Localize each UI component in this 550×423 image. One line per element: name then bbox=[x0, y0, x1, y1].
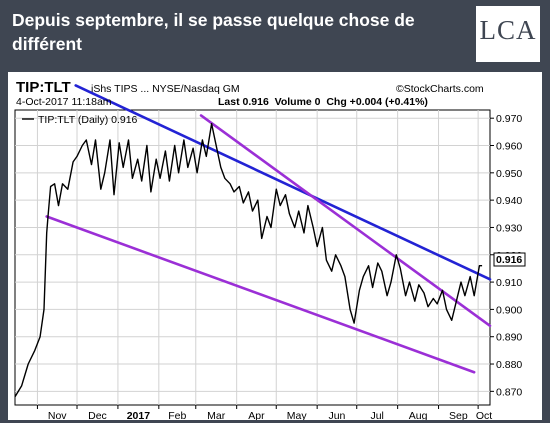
x-tick-label: Sep bbox=[449, 410, 468, 420]
stock-chart: 0.9700.9600.9500.9400.9300.9200.9100.900… bbox=[14, 79, 526, 420]
x-tick-label: Nov bbox=[48, 410, 67, 420]
x-tick-label: Jul bbox=[370, 410, 383, 420]
x-tick-label: Jun bbox=[328, 410, 345, 420]
stockcharts-credit: ©StockCharts.com bbox=[396, 83, 484, 95]
trendline bbox=[45, 215, 476, 374]
header-banner: Depuis septembre, il se passe quelque ch… bbox=[0, 0, 550, 68]
y-tick-label: 0.900 bbox=[496, 304, 522, 316]
quote-summary: Last 0.916 Volume 0 Chg +0.004 (+0.41%) bbox=[218, 96, 428, 108]
logo-text: LCA bbox=[479, 15, 537, 45]
price-line bbox=[14, 123, 483, 398]
y-tick-label: 0.960 bbox=[496, 141, 522, 153]
y-tick-label: 0.870 bbox=[496, 386, 522, 398]
lca-logo: LCA bbox=[476, 6, 540, 62]
last-value-box bbox=[493, 252, 526, 267]
date-stamp: 4-Oct-2017 11:18am bbox=[16, 96, 112, 108]
x-tick-label: Feb bbox=[168, 410, 186, 420]
x-tick-label: Mar bbox=[207, 410, 226, 420]
legend-label: TIP:TLT (Daily) 0.916 bbox=[38, 114, 138, 126]
trendline bbox=[74, 84, 492, 281]
y-tick-label: 0.910 bbox=[496, 277, 522, 289]
y-tick-label: 0.880 bbox=[496, 359, 522, 371]
x-tick-label: 2017 bbox=[127, 410, 151, 420]
y-tick-label: 0.970 bbox=[496, 113, 522, 125]
chart-panel: 0.9700.9600.9500.9400.9300.9200.9100.900… bbox=[8, 72, 542, 420]
chart-symbol: TIP:TLT bbox=[16, 79, 71, 96]
x-tick-label: Oct bbox=[476, 410, 492, 420]
x-tick-label: Apr bbox=[248, 410, 265, 420]
last-value-marker: 0.916 bbox=[493, 252, 526, 267]
last-value-label: 0.916 bbox=[496, 254, 522, 266]
y-tick-label: 0.950 bbox=[496, 168, 522, 180]
x-tick-label: Aug bbox=[409, 410, 428, 420]
y-tick-label: 0.930 bbox=[496, 222, 522, 234]
x-tick-label: Dec bbox=[88, 410, 107, 420]
x-tick-label: May bbox=[287, 410, 308, 420]
y-tick-label: 0.940 bbox=[496, 195, 522, 207]
y-tick-label: 0.890 bbox=[496, 332, 522, 344]
x-axis: Nov Dec 2017 Feb Mar Apr May Jun Jul Aug Sep Oct bbox=[36, 405, 492, 420]
plot-frame bbox=[14, 109, 491, 406]
symbol-description: iShs TIPS ... NYSE/Nasdaq GM bbox=[91, 83, 240, 95]
headline: Depuis septembre, il se passe quelque ch… bbox=[12, 10, 415, 54]
